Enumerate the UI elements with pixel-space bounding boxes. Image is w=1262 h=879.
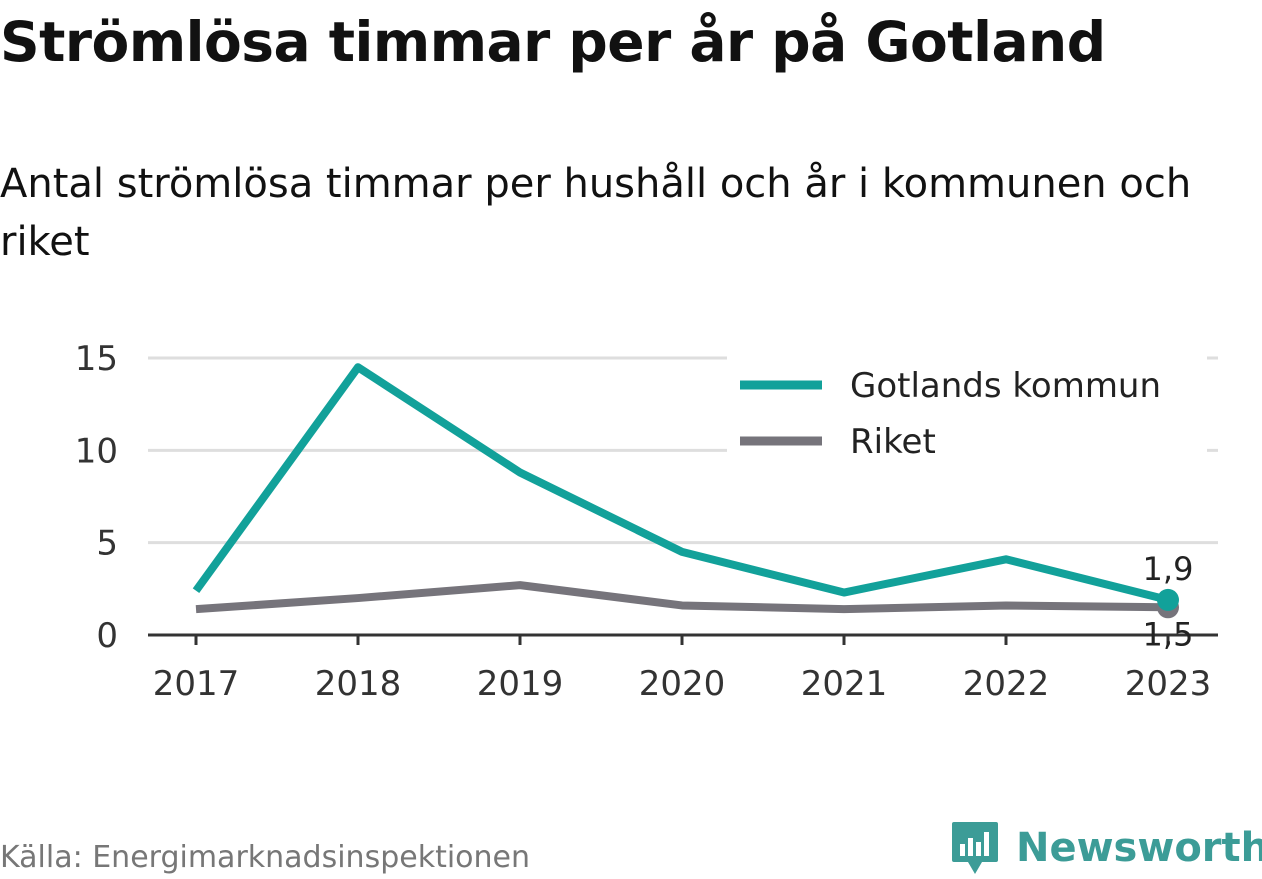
series-lines: [192, 363, 1179, 619]
logo-bar-2: [968, 838, 973, 856]
source-note: Källa: Energimarknadsinspektionen: [0, 840, 531, 875]
y-tick-label: 0: [96, 616, 118, 656]
bar-chart-speech-bubble-icon: [952, 822, 998, 874]
logo-bar-3: [976, 842, 981, 856]
x-tick-label: 2021: [801, 664, 888, 704]
x-tick-label: 2022: [963, 664, 1050, 704]
end-value-label: 1,9: [1143, 550, 1194, 588]
x-tick-label: 2018: [315, 664, 402, 704]
logo-bar-1: [960, 844, 965, 856]
x-tick-label: 2019: [477, 664, 564, 704]
x-tick-label: 2020: [639, 664, 726, 704]
end-value-label: 1,5: [1143, 615, 1194, 653]
logo-bar-4: [984, 832, 989, 856]
end-point-marker: [1157, 588, 1179, 611]
end-labels: 1,9 1,5: [1143, 550, 1194, 653]
x-tick-label: 2023: [1125, 664, 1212, 704]
legend-label: Gotlands kommun: [850, 366, 1161, 406]
brand: Newsworthy: [950, 818, 1262, 878]
x-tick-labels: 2017 2018 2019 2020 2021 2022 2023: [153, 635, 1212, 704]
series-line: [195, 581, 1169, 614]
y-tick-labels: 0 5 10 15: [75, 339, 118, 656]
chart-subtitle: Antal strömlösa timmar per hushåll och å…: [0, 161, 1192, 265]
series-line: [192, 363, 1169, 604]
y-tick-label: 15: [75, 339, 118, 379]
logo-bubble: [952, 822, 998, 874]
x-tick-label: 2017: [153, 664, 240, 704]
y-tick-label: 5: [96, 524, 118, 564]
chart-title: Strömlösa timmar per år på Gotland: [0, 10, 1106, 74]
legend: Gotlands kommun Riket: [727, 355, 1207, 465]
legend-background: [727, 355, 1207, 465]
y-tick-label: 10: [75, 431, 118, 471]
brand-name: Newsworthy: [1016, 825, 1262, 871]
legend-label: Riket: [850, 422, 936, 462]
